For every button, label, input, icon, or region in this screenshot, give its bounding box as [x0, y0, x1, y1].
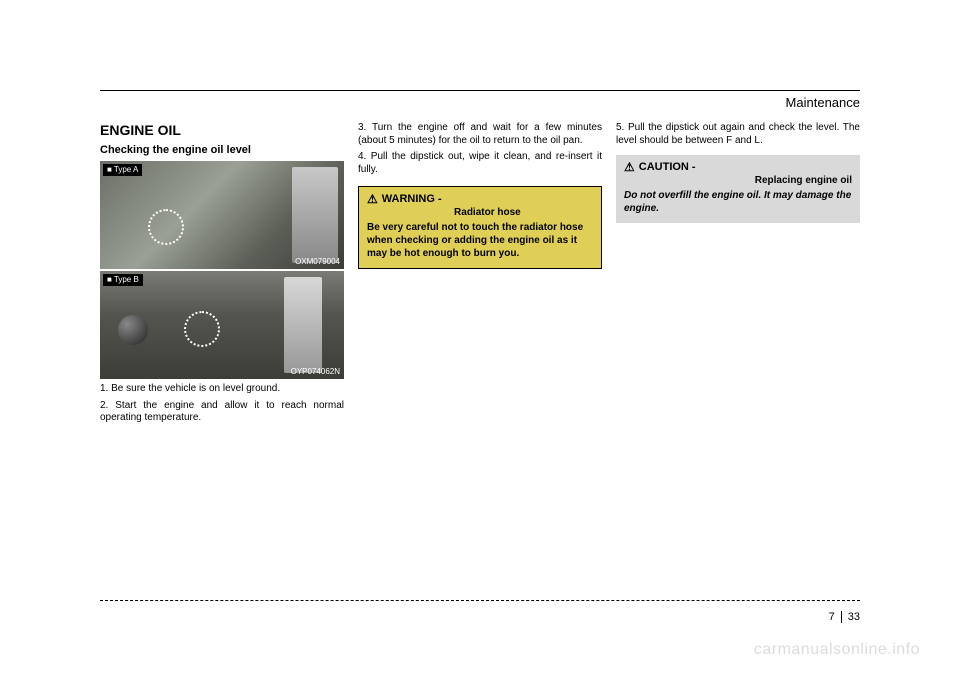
steps-col2: 3. Turn the engine off and wait for a fe…	[358, 122, 602, 176]
dipstick-inset-b	[284, 277, 322, 373]
warning-title: ⚠ WARNING - Radiator hose	[367, 193, 593, 219]
step-text: 1. Be sure the vehicle is on level groun…	[100, 383, 344, 396]
watermark: carmanualsonline.info	[754, 641, 920, 659]
caution-title: ⚠ CAUTION - Replacing engine oil	[624, 161, 852, 189]
chapter-number: 7	[829, 611, 842, 623]
figure-a-code: OXM079004	[295, 257, 340, 267]
column-2: 3. Turn the engine off and wait for a fe…	[358, 122, 602, 429]
steps-col1: 1. Be sure the vehicle is on level groun…	[100, 383, 344, 425]
highlight-circle-icon	[148, 209, 184, 245]
caution-label: CAUTION -	[639, 161, 696, 173]
figure-a-tag: ■ Type A	[103, 164, 142, 176]
highlight-circle-icon	[184, 311, 220, 347]
oil-cap-icon	[118, 315, 148, 345]
step-text: 3. Turn the engine off and wait for a fe…	[358, 122, 602, 147]
figure-type-a: ■ Type A OXM079004	[100, 161, 344, 269]
page-number-value: 33	[848, 611, 860, 623]
dipstick-inset-a	[292, 167, 338, 263]
warning-triangle-icon: ⚠	[367, 193, 378, 205]
figure-b-code: OYP074062N	[291, 367, 340, 377]
caution-body: Do not overfill the engine oil. It may d…	[624, 189, 852, 215]
warning-sub: Radiator hose	[382, 207, 593, 220]
header-rule	[100, 90, 860, 91]
footer-rule	[100, 600, 860, 601]
section-label: Maintenance	[100, 95, 860, 110]
figure-type-b: ■ Type B OYP074062N	[100, 271, 344, 379]
step-text: 4. Pull the dipstick out, wipe it clean,…	[358, 151, 602, 176]
warning-box: ⚠ WARNING - Radiator hose Be very carefu…	[358, 186, 602, 269]
figure-b-tag: ■ Type B	[103, 274, 143, 286]
warning-body: Be very careful not to touch the radiato…	[367, 221, 593, 260]
steps-col3: 5. Pull the dipstick out again and check…	[616, 122, 860, 147]
step-text: 2. Start the engine and allow it to reac…	[100, 400, 344, 425]
column-1: ENGINE OIL Checking the engine oil level…	[100, 122, 344, 429]
page-number: 7 33	[829, 611, 860, 623]
content-columns: ENGINE OIL Checking the engine oil level…	[100, 122, 860, 429]
warning-label: WARNING -	[382, 193, 442, 205]
caution-box: ⚠ CAUTION - Replacing engine oil Do not …	[616, 155, 860, 223]
page-title: ENGINE OIL	[100, 122, 344, 140]
column-3: 5. Pull the dipstick out again and check…	[616, 122, 860, 429]
caution-triangle-icon: ⚠	[624, 161, 635, 173]
manual-page: Maintenance ENGINE OIL Checking the engi…	[0, 0, 960, 679]
page-subtitle: Checking the engine oil level	[100, 144, 344, 158]
step-text: 5. Pull the dipstick out again and check…	[616, 122, 860, 147]
caution-sub: Replacing engine oil	[639, 175, 852, 188]
